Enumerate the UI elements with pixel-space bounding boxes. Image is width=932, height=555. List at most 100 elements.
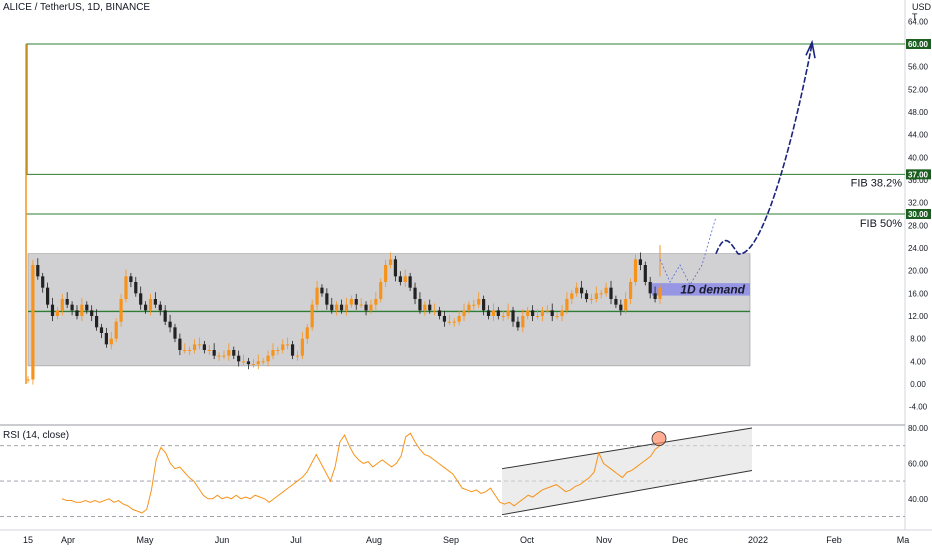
candle-body [550, 310, 554, 316]
candle-body [271, 350, 275, 356]
candle-body [491, 310, 496, 316]
time-tick-label: Apr [61, 535, 75, 545]
rsi-title: RSI (14, close) [3, 430, 70, 441]
candle-body [359, 304, 363, 306]
candle-body [31, 265, 35, 380]
candle-body [344, 304, 349, 311]
candle-body [506, 310, 510, 316]
candle-body [305, 327, 309, 339]
candle-body [467, 304, 471, 311]
candle-body [535, 316, 540, 317]
candle-body [335, 304, 339, 311]
candle-body [173, 327, 177, 339]
rsi-tick-label: 80.00 [908, 424, 929, 433]
candle-body [442, 316, 447, 322]
candle-body [227, 350, 231, 356]
candle-body [188, 350, 192, 351]
rsi-channel-lower [501, 469, 753, 516]
candle-body [398, 276, 402, 282]
time-tick-label: Aug [366, 535, 382, 545]
candle-body [232, 350, 236, 356]
time-tick-label: Nov [596, 535, 613, 545]
candle-body [80, 304, 84, 316]
candle-body [41, 276, 45, 288]
currency-label-top: USD [912, 2, 932, 12]
candle-body [482, 299, 486, 311]
candle-body [594, 293, 598, 299]
candle-body [545, 310, 549, 312]
price-tick-label: 36.00 [908, 176, 929, 185]
price-highlight-label: 60.00 [908, 40, 929, 49]
price-tick-label: 48.00 [908, 108, 929, 117]
rsi-tick-label: 60.00 [908, 459, 929, 468]
time-tick-label: Dec [672, 535, 689, 545]
time-tick-label: Ma [897, 535, 910, 545]
candle-body [418, 299, 422, 311]
candle-body [447, 321, 451, 323]
candle-body [599, 293, 603, 295]
rsi-channel-fill [502, 428, 752, 515]
candle-body [531, 310, 535, 316]
candle-body [457, 316, 461, 322]
candle-body [624, 299, 628, 311]
candle-body [45, 287, 50, 305]
rsi-channel-upper [501, 427, 753, 470]
demand-zone-label: 1D demand [680, 282, 745, 296]
rsi-line [61, 432, 661, 514]
candle-body [85, 304, 89, 311]
candle-body [222, 355, 226, 357]
candle-body [658, 287, 662, 299]
candle-body [129, 276, 133, 282]
candle-body [183, 350, 187, 351]
fib-50-label: FIB 50% [860, 218, 902, 230]
candle-body [437, 310, 442, 316]
candle-body [589, 299, 594, 300]
candle-body [633, 259, 638, 282]
candle-body [315, 287, 319, 305]
candle-body [501, 316, 505, 317]
candle-body [36, 265, 40, 277]
time-tick-label: Jul [290, 535, 302, 545]
price-highlight-bg [906, 209, 931, 219]
candle-body [472, 304, 476, 306]
candle-body [55, 310, 59, 316]
candle-body [26, 379, 30, 381]
candle-body [114, 321, 118, 339]
price-tick-label: -4.00 [909, 403, 928, 412]
candle-body [276, 350, 280, 351]
candle-body [124, 276, 128, 299]
candle-body [570, 293, 574, 299]
candle-body [403, 276, 407, 282]
price-tick-label: 0.00 [910, 380, 926, 389]
candle-body [604, 287, 608, 294]
currency-label-bottom: T [912, 12, 918, 22]
candle-body [393, 259, 398, 277]
candle-body [168, 321, 172, 328]
candle-body [261, 361, 265, 363]
candle-body [153, 299, 157, 305]
candle-body [526, 310, 530, 316]
candle-body [388, 259, 393, 265]
candle-body [75, 310, 79, 316]
candle-body [178, 338, 182, 350]
candle-body [408, 276, 412, 288]
candle-body [580, 287, 584, 294]
price-tick-label: 32.00 [908, 199, 929, 208]
time-tick-label: Jun [215, 535, 230, 545]
candle-body [477, 299, 481, 305]
candle-body [60, 299, 64, 311]
candle-body [50, 304, 55, 316]
range-box [27, 253, 751, 367]
price-tick-label: 28.00 [908, 221, 929, 230]
candle-body [94, 316, 99, 328]
candle-body [643, 265, 647, 282]
fib-382-label: FIB 38.2% [851, 177, 903, 189]
candle-body [384, 265, 388, 282]
time-tick-label: 15 [23, 535, 33, 545]
price-highlight-label: 30.00 [908, 210, 929, 219]
candle-body [119, 299, 123, 322]
time-tick-label: May [136, 535, 154, 545]
currency-label: USD T [912, 2, 931, 22]
